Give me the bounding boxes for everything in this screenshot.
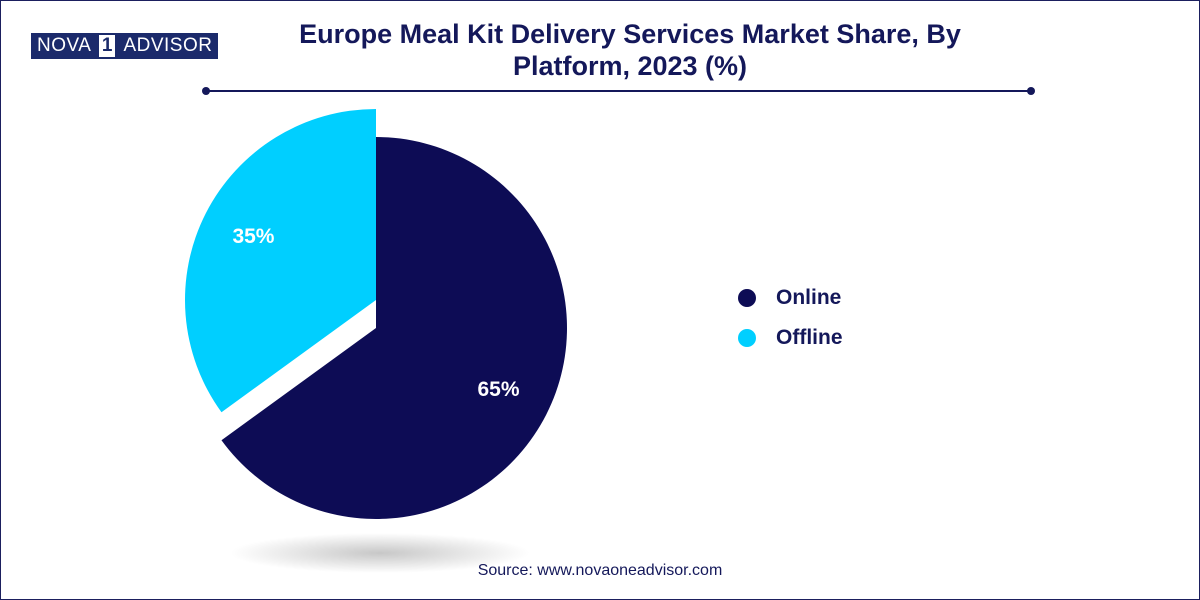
chart-title: Europe Meal Kit Delivery Services Market… [299, 19, 961, 81]
pie-slice-offline [184, 109, 376, 413]
logo-text-left: NOVA [31, 33, 98, 59]
logo-text-right: ADVISOR [117, 33, 219, 59]
title-divider [206, 90, 1032, 92]
legend-label-online: Online [776, 286, 842, 309]
legend-item-offline: Offline [738, 318, 843, 358]
legend-item-online: Online [738, 278, 843, 318]
pie-shadow [230, 533, 530, 573]
source-note: Source: www.novaoneadvisor.com [477, 562, 723, 579]
legend-swatch-online [738, 289, 756, 307]
divider-dot-left [202, 87, 210, 95]
logo-text-mid: 1 [97, 33, 118, 59]
data-label-online: 65% [478, 378, 520, 401]
pie-slice-online [221, 137, 567, 519]
nova-one-advisor-logo: NOVA 1 ADVISOR [31, 33, 219, 59]
divider-dot-right [1027, 87, 1035, 95]
data-label-offline: 35% [232, 225, 274, 248]
chart-legend: Online Offline [738, 278, 843, 358]
legend-swatch-offline [738, 329, 756, 347]
legend-label-offline: Offline [776, 326, 843, 349]
